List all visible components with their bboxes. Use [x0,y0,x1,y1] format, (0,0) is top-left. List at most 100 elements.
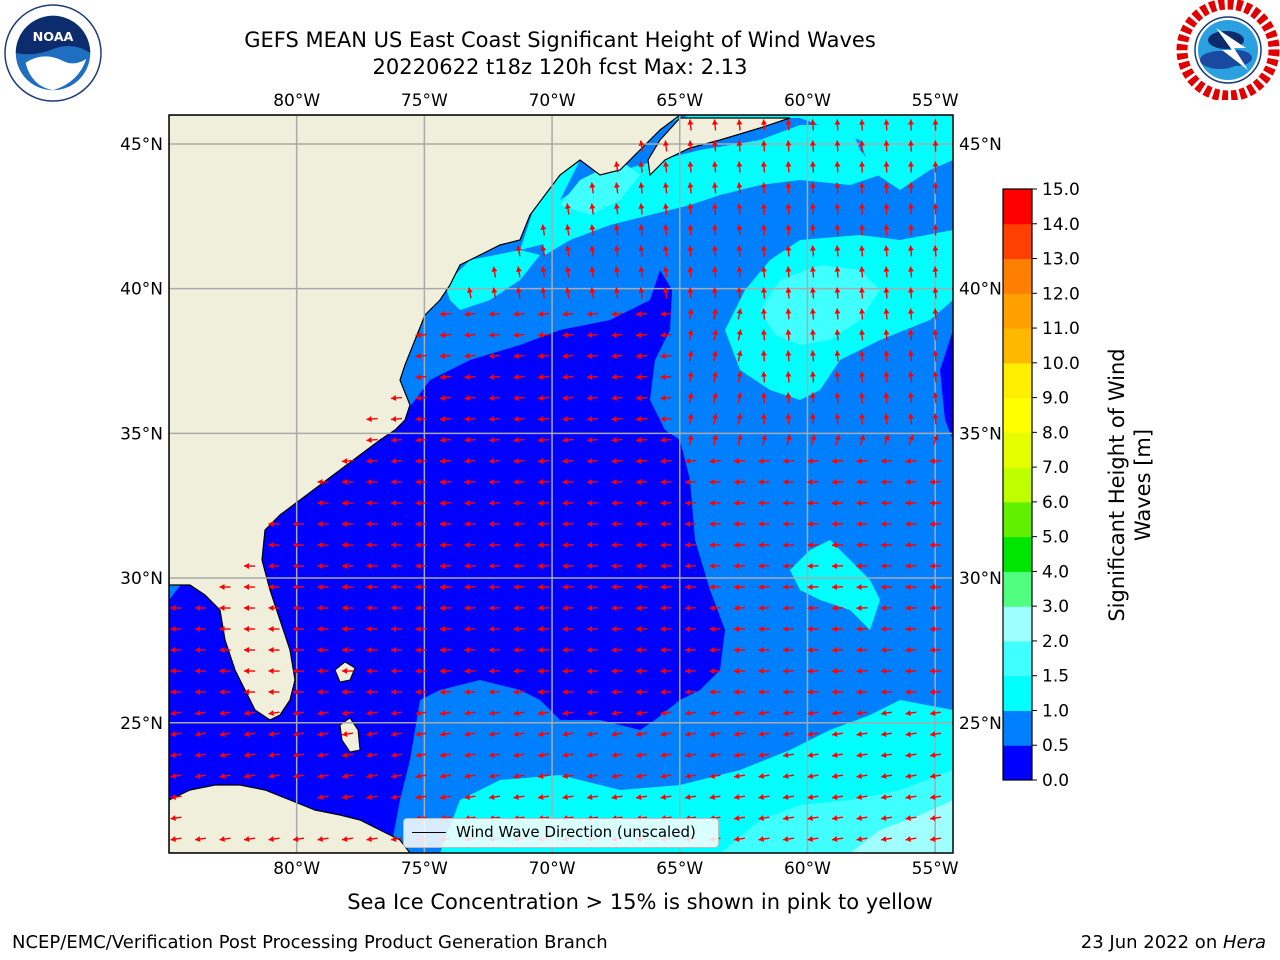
wave-arrow-head [464,605,470,612]
wave-arrow-head [464,794,470,801]
wave-arrow-head [170,646,176,653]
wave-arrow-head [809,224,816,230]
wave-arrow-head [489,752,495,759]
wave-arrow-head [660,752,666,759]
wave-arrow-head [366,836,372,843]
wave-arrow-head [932,245,939,251]
wave-arrow-head [809,161,816,167]
colorbar-tick-label: 8.0 [1042,423,1069,443]
wave-arrow-head [440,731,446,738]
colorbar-tick-label: 5.0 [1042,528,1069,548]
wave-arrow-head [834,182,841,188]
wave-arrow-head [783,647,789,654]
wave-arrow-head [685,794,691,801]
wave-arrow-head [832,563,838,570]
wave-arrow-head [611,437,617,444]
wave-arrow-head [760,413,767,419]
wave-arrow-head [342,478,348,485]
wave-arrow-head [564,287,571,293]
wave-arrow-head [611,605,617,612]
wave-arrow-head [809,371,816,377]
wave-arrow-head [219,646,225,653]
wave-arrow-head [636,668,642,675]
wave-arrow-head [391,541,397,548]
wave-arrow-head [366,731,372,738]
wave-arrow-head [587,584,593,591]
wave-arrow-head [785,329,792,335]
wave-arrow-head [391,478,397,485]
wave-arrow-head [809,203,816,209]
wave-arrow-head [908,434,914,441]
lat-tick-left: 45°N [120,135,163,155]
map-title: GEFS MEAN US East Coast Significant Heig… [244,28,876,52]
wave-arrow-head [832,815,838,822]
colorbar-bin [1003,189,1032,225]
wave-arrow-head [758,605,764,612]
wave-arrow-head [905,689,911,696]
wave-arrow-head [391,773,397,780]
wave-arrow-head [611,395,617,402]
wave-arrow-head [587,353,593,360]
wave-arrow-head [391,437,397,444]
wave-arrow-head [687,266,694,272]
wave-arrow-head [611,668,617,675]
wave-arrow-head [856,773,862,780]
wave-arrow-head [342,541,348,548]
lat-tick-right: 35°N [959,424,1002,444]
wave-arrow-head [268,625,274,632]
footer-date: 23 Jun 2022 on Hera [1081,932,1266,953]
wave-arrow-head [513,794,519,801]
colorbar-tick-label: 0.5 [1042,736,1069,756]
wave-arrow-head [562,542,568,549]
wave-arrow-head [587,626,593,633]
wave-arrow-head [513,416,519,423]
wave-arrow-head [587,437,593,444]
colorbar-title: Significant Height of Wind Waves [m] [1105,347,1155,622]
wave-arrow-head [464,773,470,780]
wave-arrow-head [905,479,911,486]
wave-arrow-head [317,499,323,506]
wave-arrow-head [736,140,743,146]
wave-arrow-head [883,287,890,293]
wave-arrow-head [342,794,348,801]
wave-arrow-head [685,668,691,675]
wave-arrow-head [856,479,862,486]
wave-arrow-head [685,647,691,654]
wave-arrow-head [832,773,838,780]
lon-tick-top: 60°W [784,91,831,111]
wave-arrow-head [464,311,470,318]
wave-arrow-head [711,119,718,125]
wave-arrow-head [489,773,495,780]
wave-arrow-head [293,541,299,548]
wave-arrow-head [687,371,694,378]
wave-arrow-head [538,626,544,633]
wave-arrow-head [905,815,911,822]
wave-arrow-head [834,287,841,293]
colorbar-tick-label: 9.0 [1042,389,1069,409]
wave-arrow-head [685,563,691,570]
lon-tick-top: 75°W [401,91,448,111]
wave-arrow-head [856,836,862,843]
wave-arrow-head [881,563,887,570]
wave-arrow-head [881,626,887,633]
lon-tick-bottom: 60°W [784,859,831,879]
wave-arrow-head [513,605,519,612]
wave-arrow-head [783,605,789,612]
wave-arrow-head [219,625,225,632]
wave-arrow-head [856,794,862,801]
wave-arrow-head [711,182,718,188]
wave-arrow-head [366,416,372,423]
wave-arrow-head [440,563,446,570]
wave-arrow-head [293,773,299,780]
wave-arrow-head [660,542,666,549]
wave-arrow-head [391,710,397,717]
wave-arrow-head [342,710,348,717]
wave-arrow-head [562,458,568,465]
wave-arrow-head [785,308,792,314]
wave-arrow-head [881,668,887,675]
wave-arrow-head [366,541,372,548]
wave-region-1-1.5-north [169,115,953,250]
lon-tick-top: 80°W [273,91,320,111]
wave-arrow-head [415,437,421,444]
wave-arrow-head [712,434,719,441]
